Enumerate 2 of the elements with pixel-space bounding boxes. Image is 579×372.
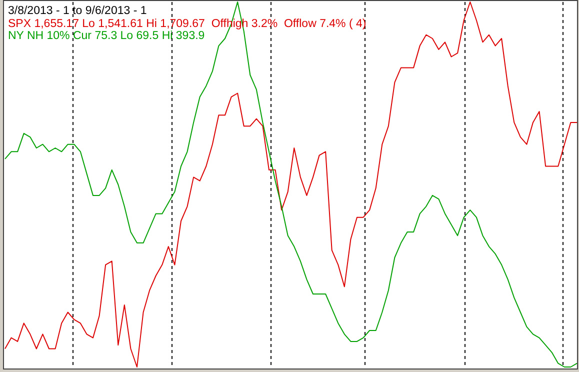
series-label: NY NH 10% Cur 75.3 Lo 69.5 Hi 393.9 (8, 30, 205, 42)
chart-title: 3/8/2013 - 1 to 9/6/2013 - 1 (8, 5, 147, 17)
